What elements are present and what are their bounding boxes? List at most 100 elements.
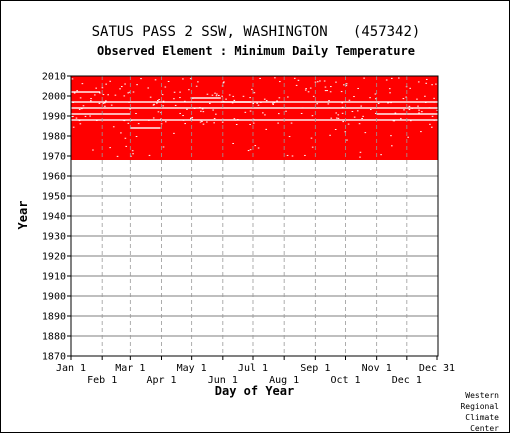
- missing-data-speck: [247, 150, 250, 152]
- missing-data-speck: [161, 94, 164, 96]
- missing-data-speck: [359, 156, 361, 158]
- y-tick-label: 1880: [42, 332, 66, 343]
- missing-data-speck: [122, 119, 125, 121]
- missing-data-speck: [195, 85, 198, 87]
- missing-data-speck: [304, 154, 306, 156]
- y-tick-label: 1970: [42, 152, 66, 163]
- missing-data-speck: [221, 95, 223, 97]
- missing-data-speck: [182, 115, 184, 117]
- y-tick-label: 1980: [42, 132, 66, 143]
- missing-data-speck: [104, 102, 106, 104]
- missing-data-speck: [251, 88, 253, 90]
- missing-data-speck: [221, 121, 224, 123]
- missing-data-speck: [235, 123, 238, 125]
- missing-data-speck: [130, 119, 133, 121]
- missing-data-speck: [94, 94, 96, 96]
- missing-data-speck: [128, 101, 130, 103]
- missing-data-speck: [140, 78, 142, 80]
- missing-data-speck: [361, 117, 363, 119]
- missing-data-speck: [131, 150, 134, 152]
- missing-data-speck: [410, 120, 412, 122]
- missing-data-speck: [335, 117, 338, 119]
- missing-data-speck: [188, 89, 190, 91]
- missing-data-speck: [81, 108, 83, 110]
- missing-data-speck: [153, 103, 155, 105]
- missing-data-speck: [75, 117, 78, 119]
- missing-data-speck: [329, 134, 331, 136]
- missing-data-speck: [222, 101, 225, 103]
- missing-data-speck: [287, 96, 289, 98]
- missing-data-speck: [393, 120, 396, 122]
- missing-data-speck: [76, 90, 78, 92]
- x-tick-label: Feb 1: [87, 375, 117, 386]
- missing-data-gap: [71, 107, 438, 109]
- missing-data-speck: [135, 136, 138, 138]
- missing-data-speck: [162, 105, 164, 107]
- missing-data-speck: [335, 112, 338, 114]
- missing-data-speck: [424, 101, 427, 103]
- missing-data-speck: [102, 94, 105, 96]
- missing-data-speck: [72, 126, 75, 128]
- missing-data-speck: [314, 81, 317, 83]
- missing-data-speck: [324, 90, 327, 92]
- missing-data-speck: [157, 101, 159, 103]
- x-tick-label: Sep 1: [300, 363, 330, 374]
- missing-data-speck: [402, 98, 405, 100]
- missing-data-speck: [353, 116, 356, 118]
- missing-data-speck: [200, 119, 202, 121]
- missing-data-speck: [358, 123, 361, 125]
- missing-data-speck: [189, 78, 192, 80]
- missing-data-speck: [329, 91, 332, 93]
- missing-data-speck: [389, 92, 391, 94]
- missing-data-speck: [431, 115, 434, 117]
- missing-data-speck: [202, 111, 205, 113]
- missing-data-speck: [160, 112, 162, 114]
- missing-data-speck: [319, 80, 321, 82]
- missing-data-speck: [129, 108, 131, 110]
- missing-data-speck: [286, 154, 289, 156]
- missing-data-speck: [79, 123, 82, 125]
- missing-data-speck: [431, 126, 433, 128]
- missing-data-speck: [433, 97, 435, 99]
- missing-data-speck: [253, 92, 256, 94]
- x-tick-label: Apr 1: [146, 375, 176, 386]
- missing-data-speck: [211, 94, 214, 96]
- missing-data-speck: [232, 142, 234, 144]
- missing-data-speck: [213, 122, 215, 124]
- missing-data-speck: [212, 109, 214, 111]
- missing-data-speck: [96, 120, 98, 122]
- missing-data-speck: [202, 123, 205, 125]
- x-tick-label: Jul 1: [238, 363, 268, 374]
- missing-data-gap: [190, 97, 221, 99]
- x-tick-label: Mar 1: [115, 363, 145, 374]
- missing-data-speck: [249, 149, 252, 151]
- missing-data-speck: [363, 77, 365, 79]
- missing-data-speck: [154, 79, 157, 81]
- x-axis-label: Day of Year: [214, 384, 295, 398]
- missing-data-speck: [148, 154, 151, 156]
- missing-data-speck: [408, 105, 411, 107]
- missing-data-speck: [209, 102, 211, 104]
- chart-title: SATUS PASS 2 SSW, WASHINGTON (457342): [91, 24, 421, 40]
- missing-data-speck: [234, 119, 237, 121]
- missing-data-speck: [337, 114, 340, 116]
- missing-data-speck: [199, 107, 201, 109]
- missing-data-speck: [120, 132, 122, 134]
- missing-data-speck: [309, 87, 312, 89]
- missing-data-speck: [173, 91, 176, 93]
- missing-data-speck: [112, 126, 115, 128]
- missing-data-speck: [99, 92, 101, 94]
- missing-data-speck: [214, 92, 216, 94]
- missing-data-speck: [311, 115, 314, 117]
- missing-data-speck: [279, 81, 281, 83]
- missing-data-speck: [345, 83, 348, 85]
- missing-data-speck: [147, 87, 150, 89]
- missing-data-speck: [215, 113, 217, 115]
- missing-data-speck: [276, 100, 278, 102]
- missing-data-speck: [79, 97, 82, 99]
- missing-data-speck: [233, 118, 236, 120]
- missing-data-speck: [257, 104, 260, 106]
- missing-data-speck: [152, 117, 155, 119]
- missing-data-speck: [397, 77, 400, 79]
- missing-data-speck: [290, 122, 293, 124]
